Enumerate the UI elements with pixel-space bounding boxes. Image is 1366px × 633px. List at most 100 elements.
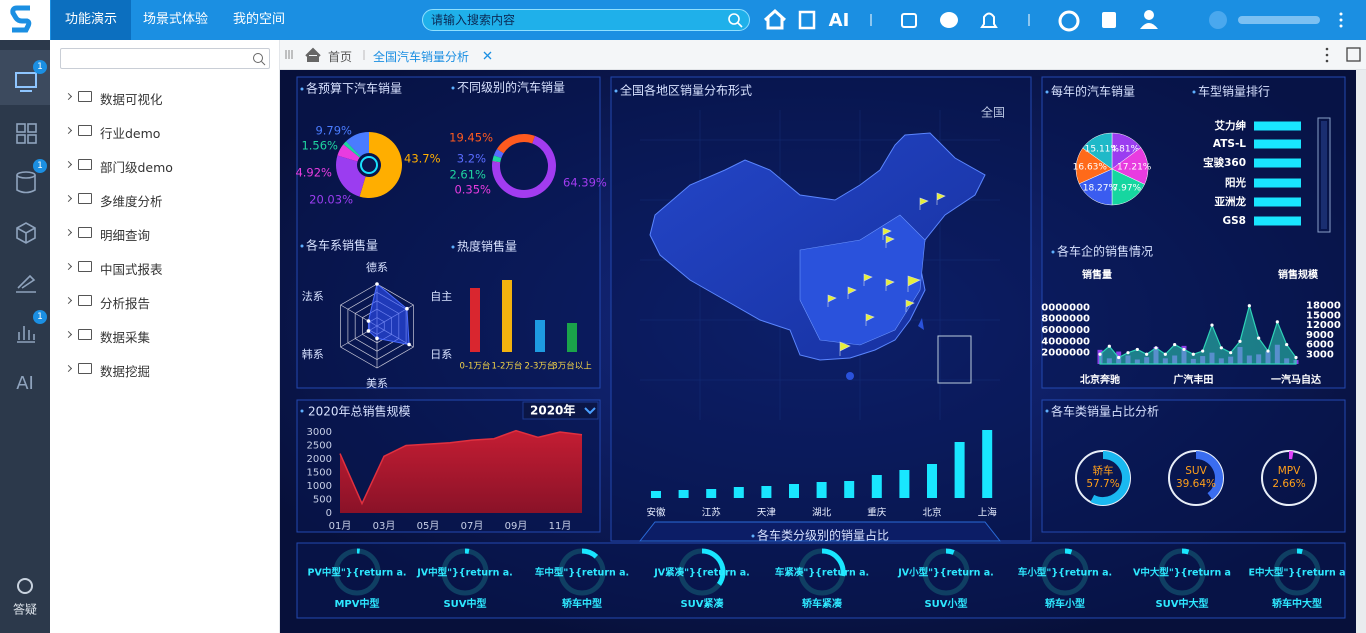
radar-point <box>366 329 371 333</box>
bar <box>954 442 965 498</box>
year-select-label[interactable]: 2020年 <box>530 403 575 418</box>
panel-title: 热度销售量 <box>457 239 517 254</box>
search-icon[interactable] <box>727 12 743 28</box>
gauge-label: JV紧凑"}{return a. <box>653 567 750 579</box>
y-tick-label: ATS-L <box>1213 138 1246 150</box>
bar <box>1254 139 1301 149</box>
bar <box>871 475 882 498</box>
radar-point <box>375 282 379 286</box>
bar <box>535 320 545 352</box>
search-placeholder: 请输入搜索内容 <box>431 13 516 27</box>
x-tick-label: 上海 <box>978 507 998 519</box>
y-tick-label: 2000 <box>307 454 332 465</box>
gauge-arc <box>1195 451 1223 500</box>
tree-item[interactable]: 明细查询 <box>64 225 151 244</box>
slice-label: 20.03% <box>309 193 353 207</box>
year-select[interactable] <box>522 401 599 420</box>
tree-item-label[interactable]: 数据采集 <box>100 330 151 345</box>
close-tab[interactable] <box>482 50 494 62</box>
y-tick-label: 艾力绅 <box>1215 119 1247 132</box>
bar <box>567 323 577 352</box>
search-box[interactable]: 请输入搜索内容 <box>422 9 750 31</box>
tree-item-label[interactable]: 明细查询 <box>100 228 151 243</box>
rank-scroll[interactable] <box>1317 117 1331 233</box>
tree-item[interactable]: 数据采集 <box>64 327 151 346</box>
tree-item[interactable]: 行业demo <box>64 123 161 142</box>
bar <box>982 430 993 498</box>
panel-title: 2020年总销售规模 <box>308 404 411 419</box>
gauge-value: 2.66% <box>1272 478 1305 490</box>
gauge-name: 轿车 <box>1093 464 1114 477</box>
gauge-arc <box>1090 451 1130 505</box>
map-scope: 全国 <box>981 105 1005 120</box>
home-tab[interactable]: 首页 <box>328 50 353 64</box>
scrollbar[interactable] <box>1356 70 1366 633</box>
nav-tab[interactable]: 功能演示 <box>51 0 132 40</box>
nav-tab[interactable]: 我的空间 <box>233 12 286 27</box>
tree-item-label[interactable]: 数据挖掘 <box>100 364 151 379</box>
gauge-label: E中大型"}{return a <box>1248 567 1345 579</box>
help-label[interactable]: 答疑 <box>13 602 37 617</box>
tree-item[interactable]: 部门级demo <box>64 157 173 176</box>
tree-item-label[interactable]: 数据可视化 <box>100 92 163 107</box>
top-bar: 功能演示 场景式体验 我的空间 请输入搜索内容 AI <box>0 0 1366 40</box>
sidebar-ai[interactable]: AI <box>16 373 34 394</box>
tree-item-label[interactable]: 多维度分析 <box>100 194 163 209</box>
tree-item[interactable]: 数据挖掘 <box>64 361 151 380</box>
gauge-name: SUV中型 <box>443 597 486 610</box>
bar <box>927 464 937 498</box>
tree-item[interactable]: 多维度分析 <box>64 191 163 210</box>
x-tick-label: 07月 <box>461 520 484 532</box>
x-tick-label: 1-2万台 <box>492 361 523 372</box>
y-tick-label: 6000000 <box>1041 325 1090 336</box>
active-tab[interactable]: 全国汽车销量分析 <box>373 50 470 64</box>
radar-point <box>407 342 411 347</box>
slice-label: 0.35% <box>454 183 491 197</box>
point <box>1191 352 1195 356</box>
nav-tab[interactable]: 场景式体验 <box>143 12 209 27</box>
gauge-name: MPV <box>1278 465 1301 477</box>
gauge-arc <box>821 548 846 577</box>
gauge-arc <box>945 548 955 555</box>
pie-slice <box>492 155 502 163</box>
y-tick-label: GS8 <box>1223 215 1247 227</box>
pie-slice <box>359 132 402 198</box>
slice-label: 43.7% <box>404 152 441 166</box>
active-menu[interactable] <box>0 50 50 105</box>
pie-slice <box>336 155 366 197</box>
ai-button[interactable]: AI <box>829 10 850 31</box>
x-tick-label: 江苏 <box>702 507 722 519</box>
gauge-name: 轿车小型 <box>1045 597 1085 610</box>
slice-label: 1.56% <box>301 139 338 153</box>
point <box>1173 342 1177 347</box>
toolbar-icons[interactable]: AI <box>760 0 1360 40</box>
point <box>1275 320 1279 324</box>
slice-label: 16.63% <box>1073 162 1108 172</box>
point <box>1201 349 1205 353</box>
tree-item-label[interactable]: 分析报告 <box>100 296 151 311</box>
tree-search[interactable] <box>60 48 270 69</box>
point <box>1219 346 1223 350</box>
tree-item[interactable]: 中国式报表 <box>64 259 163 278</box>
tree-item[interactable]: 分析报告 <box>64 293 151 312</box>
y2-tick-label: 18000 <box>1306 301 1341 312</box>
panel-title: 每年的汽车销量 <box>1051 84 1135 99</box>
y2-tick-label: 15000 <box>1306 310 1341 321</box>
x-tick-label: 0-1万台 <box>460 361 491 372</box>
y-tick-label: 500 <box>313 495 332 506</box>
pie-slice <box>1111 168 1145 206</box>
point <box>1107 344 1111 348</box>
tree-item-label[interactable]: 中国式报表 <box>100 262 163 277</box>
pie-slice <box>337 144 360 162</box>
point <box>1266 349 1270 353</box>
gauge-name: SUV <box>1185 465 1207 477</box>
tab-tools[interactable] <box>1316 40 1366 70</box>
tree-item-label[interactable]: 部门级demo <box>100 160 173 175</box>
sidebar-icons[interactable]: AI 答疑 <box>0 40 50 633</box>
y-tick-label: 1500 <box>307 468 332 479</box>
pie-slice <box>493 148 504 159</box>
tree-item-label[interactable]: 行业demo <box>100 126 161 141</box>
panel-title: 不同级别的汽车销量 <box>457 80 565 95</box>
y2-tick-label: 3000 <box>1306 349 1334 360</box>
tree-item[interactable]: 数据可视化 <box>64 89 163 108</box>
